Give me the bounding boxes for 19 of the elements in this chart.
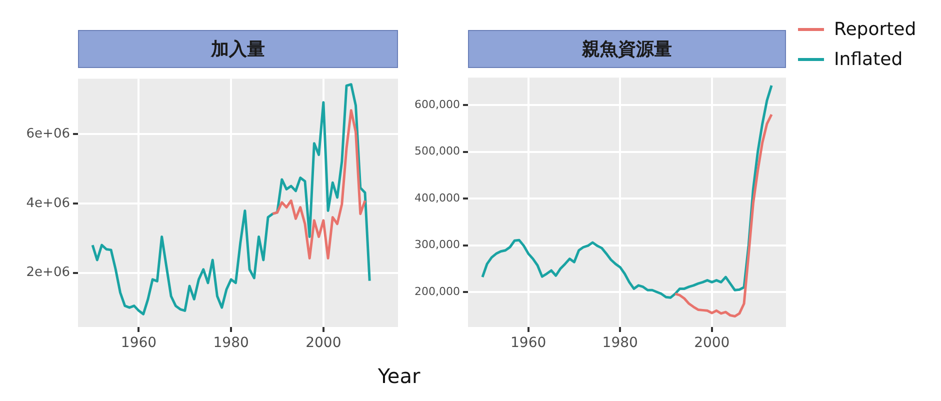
x-tick-label: 2000 bbox=[306, 335, 342, 352]
y-tick-label: 200,000 bbox=[414, 284, 460, 298]
y-tick-label: 400,000 bbox=[414, 191, 460, 204]
x-axis-title: Year bbox=[376, 364, 422, 388]
chart-title: 親魚資源量 bbox=[468, 30, 786, 68]
x-tick-label: 1960 bbox=[120, 335, 157, 352]
y-tick-label: 4e+06 bbox=[26, 196, 70, 211]
y-tick-label: 300,000 bbox=[414, 238, 460, 252]
chart-title: 加入量 bbox=[78, 30, 398, 68]
x-tick-label: 2000 bbox=[694, 335, 730, 352]
y-tick-label: 6e+06 bbox=[26, 126, 70, 142]
x-tick-label: 1980 bbox=[213, 335, 249, 352]
legend-label: Reported bbox=[834, 18, 916, 40]
x-tick-label: 1980 bbox=[602, 335, 638, 352]
y-tick-label: 500,000 bbox=[414, 144, 460, 158]
legend-label: Inflated bbox=[834, 48, 903, 70]
y-tick-label: 600,000 bbox=[414, 98, 460, 112]
x-tick-label: 1960 bbox=[510, 335, 546, 352]
y-tick-label: 2e+06 bbox=[26, 265, 70, 280]
